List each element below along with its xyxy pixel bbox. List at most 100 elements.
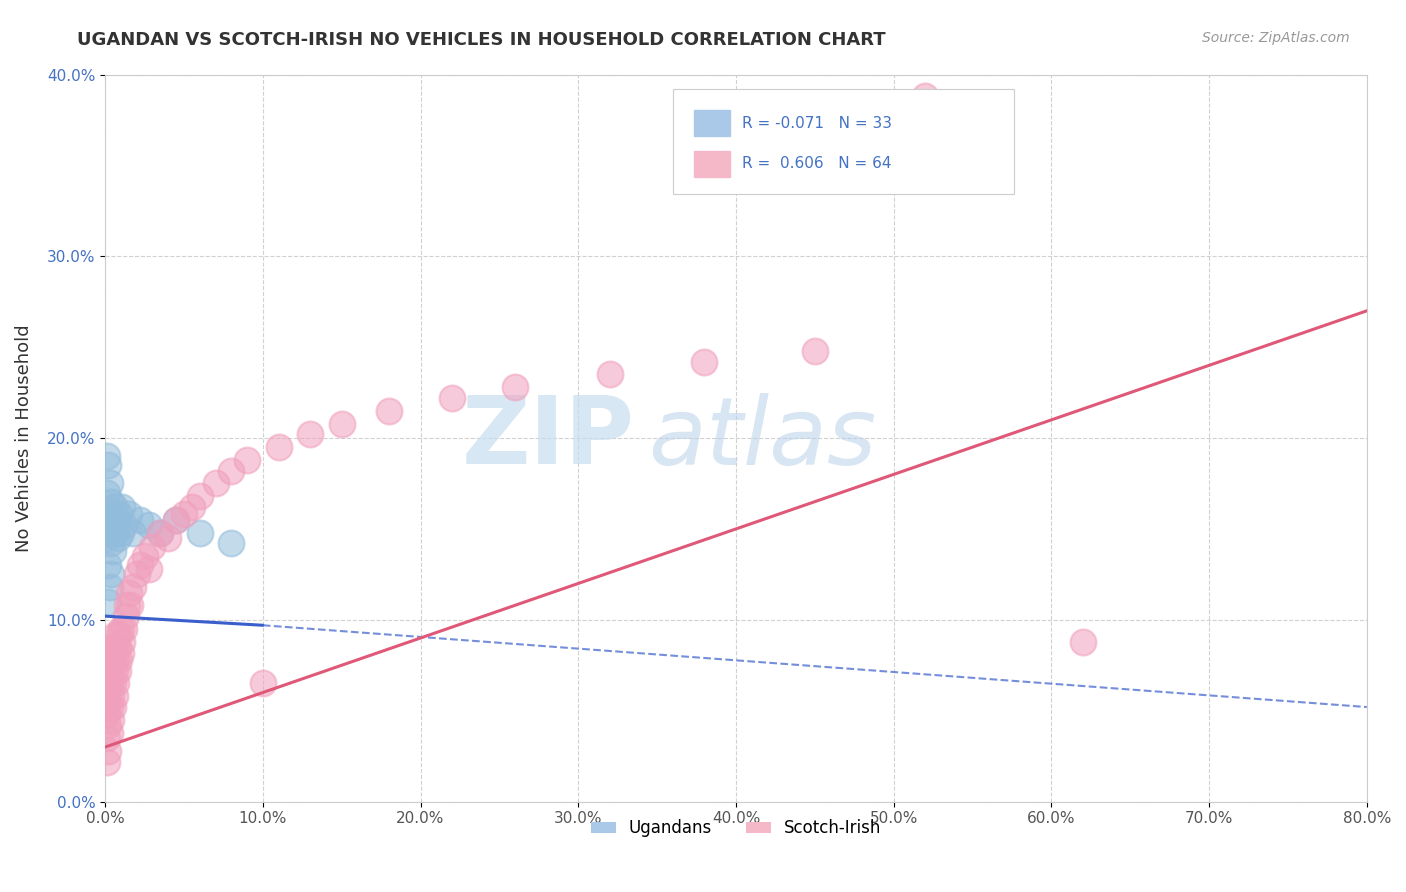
Point (105, 513, 128, 527)
Point (165, 513, 187, 527)
Point (100, 567, 122, 582)
Point (441, 391, 464, 405)
Point (122, 525, 145, 540)
Point (503, 380, 526, 394)
Point (141, 540, 163, 554)
Point (100, 713, 122, 727)
Point (165, 513, 187, 527)
Point (100, 494, 122, 508)
Point (108, 508, 131, 522)
Point (188, 489, 211, 503)
Point (122, 580, 145, 594)
Point (105, 676, 128, 690)
Point (101, 676, 124, 690)
Point (138, 562, 160, 576)
Point (101, 513, 124, 527)
Point (101, 700, 124, 714)
Point (97, 594, 120, 608)
Point (98, 725, 121, 739)
Point (112, 518, 135, 533)
Point (108, 653, 131, 667)
Point (378, 404, 401, 418)
Point (98, 676, 121, 690)
Point (103, 689, 125, 703)
Point (188, 525, 211, 540)
Text: UGANDAN VS SCOTCH-IRISH NO VEHICLES IN HOUSEHOLD CORRELATION CHART: UGANDAN VS SCOTCH-IRISH NO VEHICLES IN H… (77, 31, 886, 49)
Point (108, 627, 131, 641)
Point (599, 368, 621, 382)
Point (110, 622, 132, 636)
Point (100, 664, 122, 678)
Point (173, 508, 195, 522)
Point (128, 558, 150, 573)
FancyBboxPatch shape (695, 151, 730, 177)
Point (110, 646, 132, 660)
Point (103, 640, 125, 654)
Point (97, 718, 120, 732)
Point (236, 453, 259, 467)
Point (97, 522, 120, 536)
Point (114, 609, 136, 624)
Point (105, 627, 128, 641)
Point (219, 464, 242, 478)
Point (125, 567, 148, 582)
Point (118, 585, 141, 599)
Point (101, 653, 124, 667)
Text: atlas: atlas (648, 392, 876, 483)
Point (204, 476, 226, 491)
Point (98, 476, 121, 491)
Point (112, 622, 135, 636)
Text: R = -0.071   N = 33: R = -0.071 N = 33 (742, 116, 893, 131)
Point (96, 531, 118, 545)
Point (120, 599, 142, 613)
Point (914, 89, 936, 103)
Point (105, 653, 128, 667)
Point (97, 695, 120, 709)
Point (111, 500, 134, 515)
Point (118, 508, 141, 522)
Legend: Ugandans, Scotch-Irish: Ugandans, Scotch-Irish (583, 813, 889, 844)
Point (107, 531, 129, 545)
Point (96, 485, 118, 500)
Point (149, 525, 172, 540)
Point (103, 500, 125, 515)
Point (98, 525, 121, 540)
FancyBboxPatch shape (695, 110, 730, 136)
Point (128, 513, 150, 527)
Text: ZIP: ZIP (463, 392, 636, 484)
Point (97, 458, 120, 473)
Point (98, 504, 121, 518)
Point (96, 707, 118, 722)
Y-axis label: No Vehicles in Household: No Vehicles in Household (15, 324, 32, 552)
Point (97, 744, 120, 758)
Point (103, 525, 125, 540)
Point (96, 755, 118, 769)
Point (252, 676, 274, 690)
Point (96, 513, 118, 527)
Point (330, 417, 353, 431)
Point (180, 500, 202, 515)
Point (98, 700, 121, 714)
Point (1071, 634, 1094, 648)
Point (97, 667, 120, 681)
Point (115, 599, 138, 613)
Point (299, 427, 322, 442)
Point (107, 664, 129, 678)
Point (98, 580, 121, 594)
Point (100, 640, 122, 654)
Point (96, 731, 118, 745)
Point (267, 440, 290, 454)
Point (100, 689, 122, 703)
Point (157, 531, 180, 545)
Text: Source: ZipAtlas.com: Source: ZipAtlas.com (1202, 31, 1350, 45)
FancyBboxPatch shape (673, 89, 1014, 194)
Point (219, 536, 242, 550)
Point (149, 525, 172, 540)
Point (97, 558, 120, 573)
Point (138, 518, 160, 533)
Point (101, 543, 124, 558)
Point (134, 549, 156, 564)
Point (111, 634, 134, 648)
Point (100, 536, 122, 550)
Point (96, 681, 118, 696)
